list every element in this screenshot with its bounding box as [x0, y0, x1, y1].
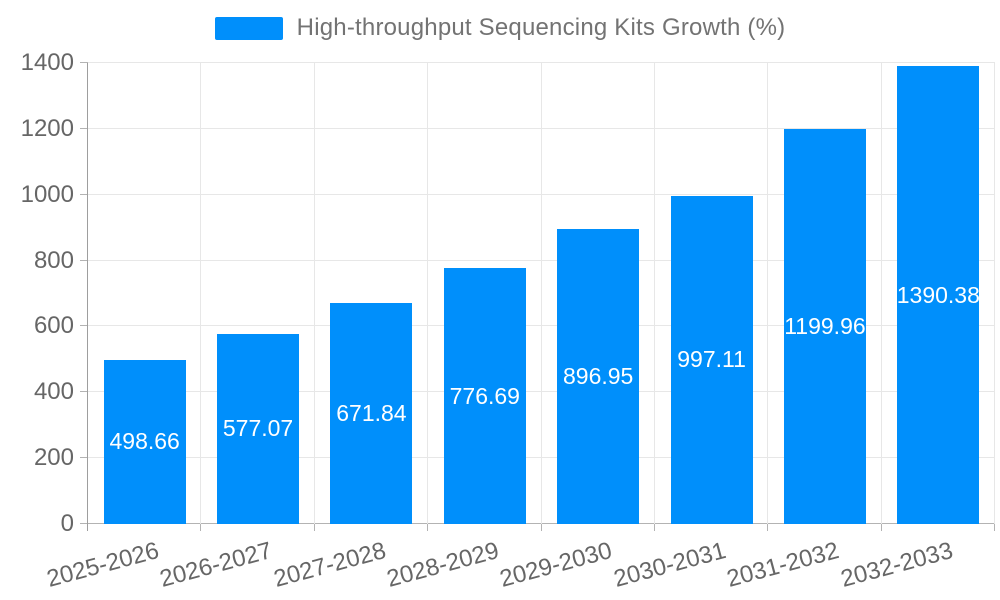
- x-axis-tick-label: 2030-2031: [610, 537, 729, 593]
- x-axis-tick-label: 2028-2029: [383, 537, 502, 593]
- chart-legend: High-throughput Sequencing Kits Growth (…: [0, 14, 1000, 42]
- y-axis-tick-label: 1000: [20, 180, 74, 208]
- x-axis-line: [88, 523, 995, 524]
- x-axis-tick-label: 2032-2033: [837, 537, 956, 593]
- bar-2028-2029[interactable]: 776.69: [443, 268, 526, 524]
- y-axis-tick-label: 1400: [20, 49, 74, 76]
- x-axis-tick-label: 2026-2027: [157, 537, 276, 593]
- legend-label: High-throughput Sequencing Kits Growth (…: [296, 14, 786, 41]
- y-axis-tick-label: 1200: [20, 114, 74, 142]
- h-gridline: [88, 62, 995, 63]
- v-gridline: [994, 63, 995, 524]
- y-tick-mark: [80, 127, 88, 129]
- bar-2030-2031[interactable]: 997.11: [670, 195, 753, 524]
- v-gridline: [313, 63, 315, 524]
- y-tick-mark: [80, 391, 88, 393]
- y-axis-tick-label: 200: [33, 444, 74, 472]
- bar-2029-2030[interactable]: 896.95: [557, 228, 640, 524]
- x-tick-mark: [427, 524, 429, 531]
- legend-swatch: [214, 16, 283, 40]
- v-gridline: [767, 63, 769, 524]
- x-axis-tick-label: 2029-2030: [497, 537, 616, 593]
- bar-value-label: 498.66: [109, 428, 180, 455]
- y-tick-mark: [80, 193, 88, 195]
- bar-value-label: 896.95: [563, 362, 634, 389]
- x-axis-tick-label: 2025-2026: [43, 537, 162, 593]
- v-gridline: [200, 63, 202, 524]
- h-gridline: [88, 193, 995, 195]
- bar-2026-2027[interactable]: 577.07: [217, 333, 300, 524]
- bar-value-label: 671.84: [336, 399, 407, 426]
- legend-item[interactable]: High-throughput Sequencing Kits Growth (…: [214, 14, 786, 42]
- x-tick-mark: [200, 524, 202, 531]
- y-axis-tick-label: 800: [33, 246, 74, 274]
- y-tick-mark: [80, 457, 88, 459]
- bar-value-label: 997.11: [677, 346, 746, 373]
- h-gridline: [88, 457, 995, 459]
- bar-value-label: 1390.38: [896, 281, 980, 308]
- x-axis-tick-label: 2031-2032: [724, 537, 842, 593]
- x-tick-mark: [540, 524, 542, 531]
- y-tick-mark: [80, 325, 88, 327]
- y-axis-tick-label: 600: [33, 312, 74, 340]
- v-gridline: [880, 63, 882, 524]
- bar-value-label: 577.07: [222, 415, 294, 442]
- bar-2025-2026[interactable]: 498.66: [103, 359, 186, 524]
- bar-value-label: 1199.96: [784, 312, 866, 339]
- v-gridline: [653, 63, 655, 524]
- x-tick-mark: [767, 524, 769, 531]
- h-gridline: [88, 325, 995, 327]
- y-tick-mark: [80, 523, 88, 524]
- x-tick-mark: [87, 524, 88, 531]
- bar-2031-2032[interactable]: 1199.96: [783, 128, 866, 524]
- bar-2027-2028[interactable]: 671.84: [330, 302, 413, 524]
- y-axis-tick-label: 400: [33, 378, 74, 406]
- v-gridline: [540, 63, 542, 524]
- h-gridline: [88, 391, 995, 393]
- x-axis-tick-label: 2027-2028: [270, 537, 389, 593]
- x-tick-mark: [653, 524, 655, 531]
- y-tick-mark: [80, 259, 88, 261]
- y-axis-line: [87, 63, 88, 524]
- x-tick-mark: [880, 524, 882, 531]
- bar-value-label: 776.69: [449, 382, 520, 409]
- h-gridline: [88, 259, 995, 261]
- bar-2032-2033[interactable]: 1390.38: [896, 66, 980, 524]
- y-tick-mark: [80, 62, 88, 63]
- v-gridline: [427, 63, 429, 524]
- x-tick-mark: [313, 524, 315, 531]
- x-tick-mark: [994, 524, 995, 531]
- h-gridline: [88, 127, 995, 129]
- y-axis-tick-label: 0: [60, 510, 74, 537]
